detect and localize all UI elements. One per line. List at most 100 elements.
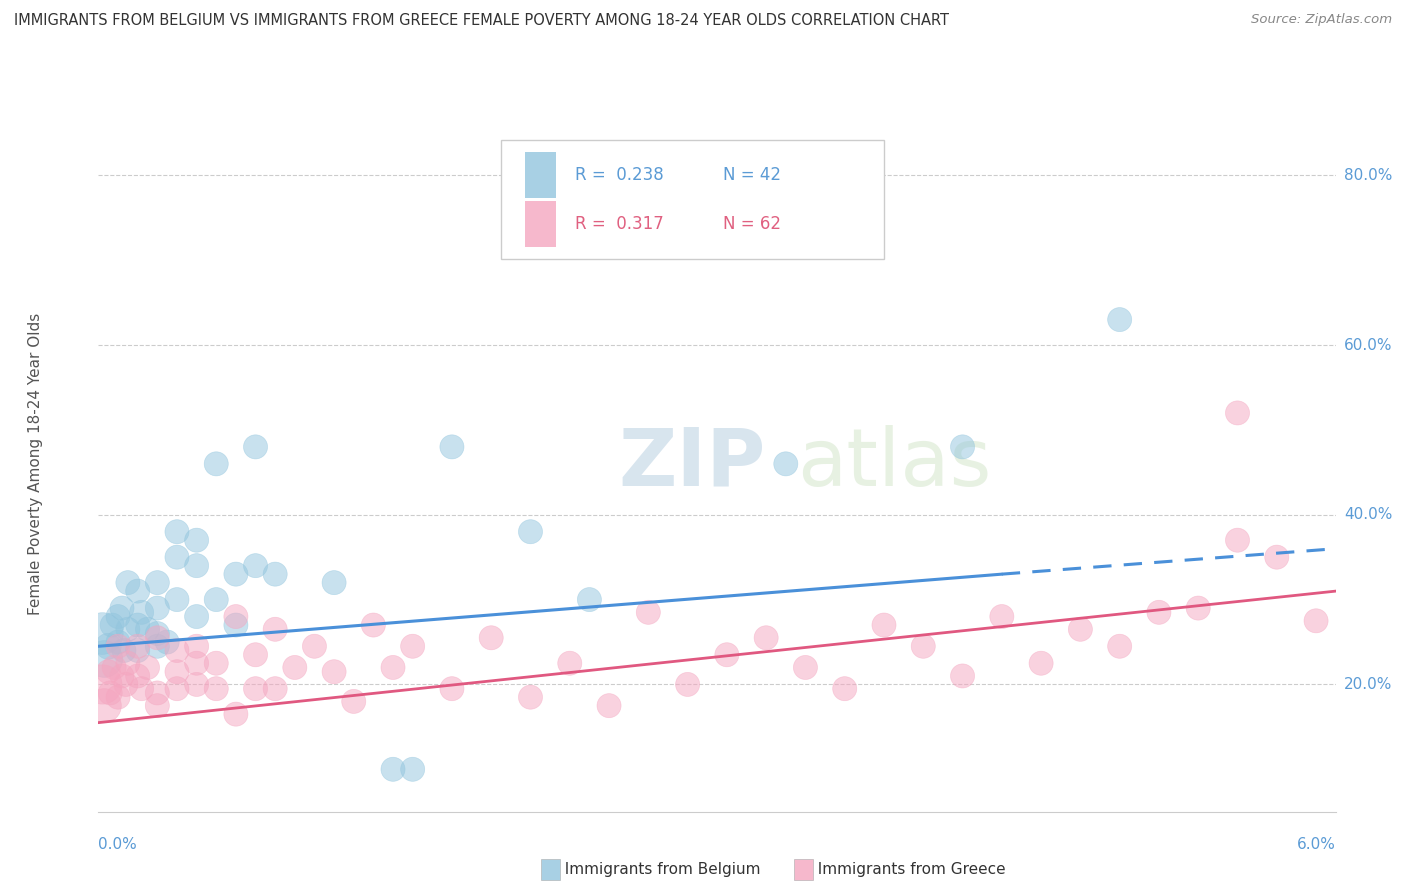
- Point: [117, 575, 139, 590]
- Text: 6.0%: 6.0%: [1296, 837, 1336, 852]
- Point: [225, 567, 247, 582]
- Point: [131, 605, 153, 619]
- Point: [578, 592, 600, 607]
- Point: [284, 660, 307, 674]
- Point: [146, 601, 169, 615]
- Point: [107, 690, 129, 705]
- Point: [245, 681, 267, 696]
- Text: IMMIGRANTS FROM BELGIUM VS IMMIGRANTS FROM GREECE FEMALE POVERTY AMONG 18-24 YEA: IMMIGRANTS FROM BELGIUM VS IMMIGRANTS FR…: [14, 13, 949, 29]
- Point: [166, 643, 188, 657]
- Point: [127, 669, 149, 683]
- Point: [519, 524, 541, 539]
- Point: [146, 626, 169, 640]
- Point: [97, 640, 120, 654]
- Point: [166, 550, 188, 565]
- Point: [111, 669, 134, 683]
- Point: [146, 575, 169, 590]
- Point: [117, 622, 139, 636]
- Point: [205, 592, 228, 607]
- Point: [91, 677, 114, 691]
- Point: [186, 677, 208, 691]
- Point: [952, 440, 974, 454]
- Point: [107, 635, 129, 649]
- Point: [186, 657, 208, 671]
- Point: [1226, 533, 1249, 548]
- Point: [716, 648, 738, 662]
- Text: Immigrants from Belgium: Immigrants from Belgium: [555, 863, 761, 877]
- Point: [264, 567, 287, 582]
- Point: [1265, 550, 1288, 565]
- Point: [323, 665, 346, 679]
- Point: [107, 609, 129, 624]
- Text: ZIP: ZIP: [619, 425, 765, 503]
- Point: [205, 657, 228, 671]
- Text: atlas: atlas: [797, 425, 991, 503]
- Point: [440, 440, 463, 454]
- Point: [245, 648, 267, 662]
- Point: [1187, 601, 1209, 615]
- Point: [156, 635, 179, 649]
- Point: [479, 631, 502, 645]
- Text: R =  0.238: R = 0.238: [575, 166, 664, 184]
- Point: [166, 681, 188, 696]
- Point: [131, 681, 153, 696]
- Point: [1108, 312, 1130, 326]
- Point: [91, 626, 114, 640]
- Point: [146, 686, 169, 700]
- FancyBboxPatch shape: [526, 153, 557, 197]
- Point: [225, 618, 247, 632]
- Point: [112, 643, 135, 657]
- Point: [245, 558, 267, 573]
- FancyBboxPatch shape: [526, 202, 557, 246]
- Point: [115, 677, 138, 691]
- Point: [103, 660, 125, 674]
- Text: Immigrants from Greece: Immigrants from Greece: [808, 863, 1007, 877]
- Point: [676, 677, 699, 691]
- Point: [304, 640, 326, 654]
- Point: [146, 631, 169, 645]
- Point: [991, 609, 1014, 624]
- Point: [127, 618, 149, 632]
- Point: [146, 698, 169, 713]
- Text: Source: ZipAtlas.com: Source: ZipAtlas.com: [1251, 13, 1392, 27]
- Point: [136, 660, 159, 674]
- Point: [382, 660, 405, 674]
- Point: [912, 640, 935, 654]
- Point: [127, 643, 149, 657]
- Point: [1226, 406, 1249, 420]
- Point: [343, 694, 366, 708]
- Point: [1305, 614, 1327, 628]
- Point: [127, 584, 149, 599]
- Point: [166, 592, 188, 607]
- Point: [952, 669, 974, 683]
- Point: [93, 652, 115, 666]
- Point: [186, 533, 208, 548]
- Text: N = 62: N = 62: [723, 215, 782, 233]
- Point: [323, 575, 346, 590]
- Point: [401, 640, 423, 654]
- Point: [186, 558, 208, 573]
- Point: [755, 631, 778, 645]
- Point: [1108, 640, 1130, 654]
- Point: [598, 698, 620, 713]
- Point: [186, 609, 208, 624]
- Text: Female Poverty Among 18-24 Year Olds: Female Poverty Among 18-24 Year Olds: [28, 313, 44, 615]
- Point: [225, 609, 247, 624]
- Text: 60.0%: 60.0%: [1344, 337, 1392, 352]
- Point: [1069, 622, 1091, 636]
- Text: 20.0%: 20.0%: [1344, 677, 1392, 692]
- Point: [166, 665, 188, 679]
- Point: [111, 601, 134, 615]
- Text: R =  0.317: R = 0.317: [575, 215, 664, 233]
- Point: [1147, 605, 1170, 619]
- Point: [775, 457, 797, 471]
- Point: [264, 622, 287, 636]
- Text: 40.0%: 40.0%: [1344, 508, 1392, 522]
- Point: [558, 657, 581, 671]
- Point: [98, 686, 121, 700]
- Point: [97, 665, 120, 679]
- Point: [107, 640, 129, 654]
- Point: [186, 640, 208, 654]
- Point: [794, 660, 817, 674]
- Point: [440, 681, 463, 696]
